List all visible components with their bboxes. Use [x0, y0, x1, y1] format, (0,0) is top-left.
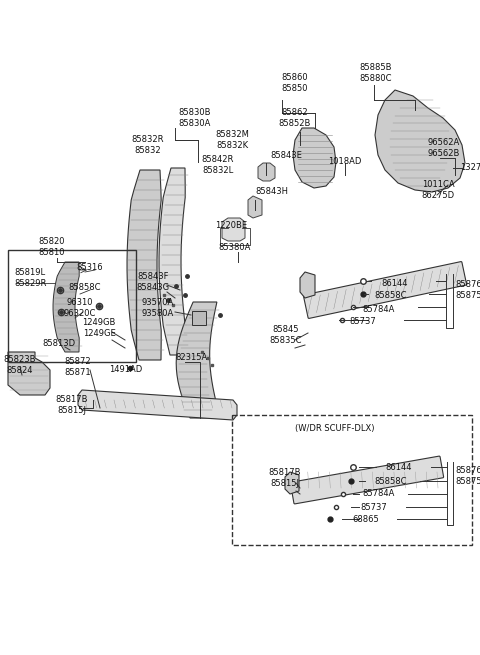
- Text: 85817B
85815J: 85817B 85815J: [269, 468, 301, 488]
- Text: 86144: 86144: [385, 462, 411, 472]
- Text: 85380A: 85380A: [219, 242, 251, 252]
- Polygon shape: [176, 302, 220, 418]
- Text: 85830B
85830A: 85830B 85830A: [179, 108, 211, 128]
- Polygon shape: [222, 218, 245, 241]
- Text: 85737: 85737: [349, 318, 376, 326]
- Text: 1220BE: 1220BE: [215, 221, 247, 229]
- Text: 85845
85835C: 85845 85835C: [270, 326, 302, 345]
- Bar: [192, 311, 206, 325]
- Text: 85784A: 85784A: [362, 489, 395, 498]
- Text: 1018AD: 1018AD: [328, 157, 362, 166]
- Text: 85876B
85875B: 85876B 85875B: [455, 466, 480, 486]
- Bar: [232, 415, 472, 545]
- Polygon shape: [285, 472, 299, 494]
- Text: 85832R
85832: 85832R 85832: [132, 136, 164, 155]
- Text: 85843F
85843G: 85843F 85843G: [136, 272, 169, 291]
- Text: 68865: 68865: [352, 515, 379, 525]
- Text: 85832M
85832K: 85832M 85832K: [215, 130, 249, 150]
- Text: 1249GB
1249GE: 1249GB 1249GE: [82, 318, 116, 338]
- Text: (W/DR SCUFF-DLX): (W/DR SCUFF-DLX): [295, 424, 374, 432]
- Text: 85860
85850: 85860 85850: [282, 73, 308, 93]
- Text: 85813D: 85813D: [42, 339, 75, 348]
- FancyBboxPatch shape: [290, 456, 444, 504]
- Text: 85843H: 85843H: [255, 187, 288, 196]
- Text: 85843E: 85843E: [270, 151, 302, 160]
- Text: 85823B
85824: 85823B 85824: [4, 355, 36, 375]
- Polygon shape: [375, 90, 465, 192]
- Text: 85876E
85875B: 85876E 85875B: [455, 280, 480, 300]
- Text: 85737: 85737: [360, 502, 387, 512]
- Text: 96562A
96562B: 96562A 96562B: [428, 138, 460, 158]
- Text: 85820
85810: 85820 85810: [39, 237, 65, 257]
- Text: 85885B
85880C: 85885B 85880C: [360, 64, 392, 83]
- Text: 85858C: 85858C: [69, 284, 101, 293]
- Polygon shape: [300, 272, 315, 298]
- Text: 82315A: 82315A: [176, 354, 208, 362]
- Polygon shape: [258, 163, 275, 181]
- Text: 85817B
85815J: 85817B 85815J: [56, 396, 88, 415]
- Text: 96310
96320C: 96310 96320C: [64, 298, 96, 318]
- Polygon shape: [159, 168, 186, 355]
- Polygon shape: [293, 128, 336, 188]
- Text: 85784A: 85784A: [362, 305, 395, 314]
- Polygon shape: [53, 262, 79, 352]
- Text: 85858C: 85858C: [374, 476, 407, 485]
- Text: 85858C: 85858C: [374, 291, 407, 301]
- Polygon shape: [78, 390, 237, 420]
- Text: 85862
85852B: 85862 85852B: [279, 108, 311, 128]
- Text: 1011CA
86275D: 1011CA 86275D: [421, 180, 455, 200]
- Text: 85842R
85832L: 85842R 85832L: [202, 155, 234, 175]
- Text: 1491AD: 1491AD: [109, 365, 143, 375]
- Bar: [8, 250, 136, 362]
- Text: 85872
85871: 85872 85871: [65, 357, 91, 377]
- Polygon shape: [8, 352, 50, 395]
- Text: 93570A
93580A: 93570A 93580A: [142, 298, 174, 318]
- FancyBboxPatch shape: [303, 261, 467, 318]
- Text: 85316: 85316: [77, 263, 103, 272]
- Text: 85819L
85829R: 85819L 85829R: [14, 269, 47, 288]
- Text: 86144: 86144: [381, 278, 408, 288]
- Text: 1327CB: 1327CB: [460, 164, 480, 172]
- Polygon shape: [248, 196, 262, 218]
- Polygon shape: [127, 170, 161, 360]
